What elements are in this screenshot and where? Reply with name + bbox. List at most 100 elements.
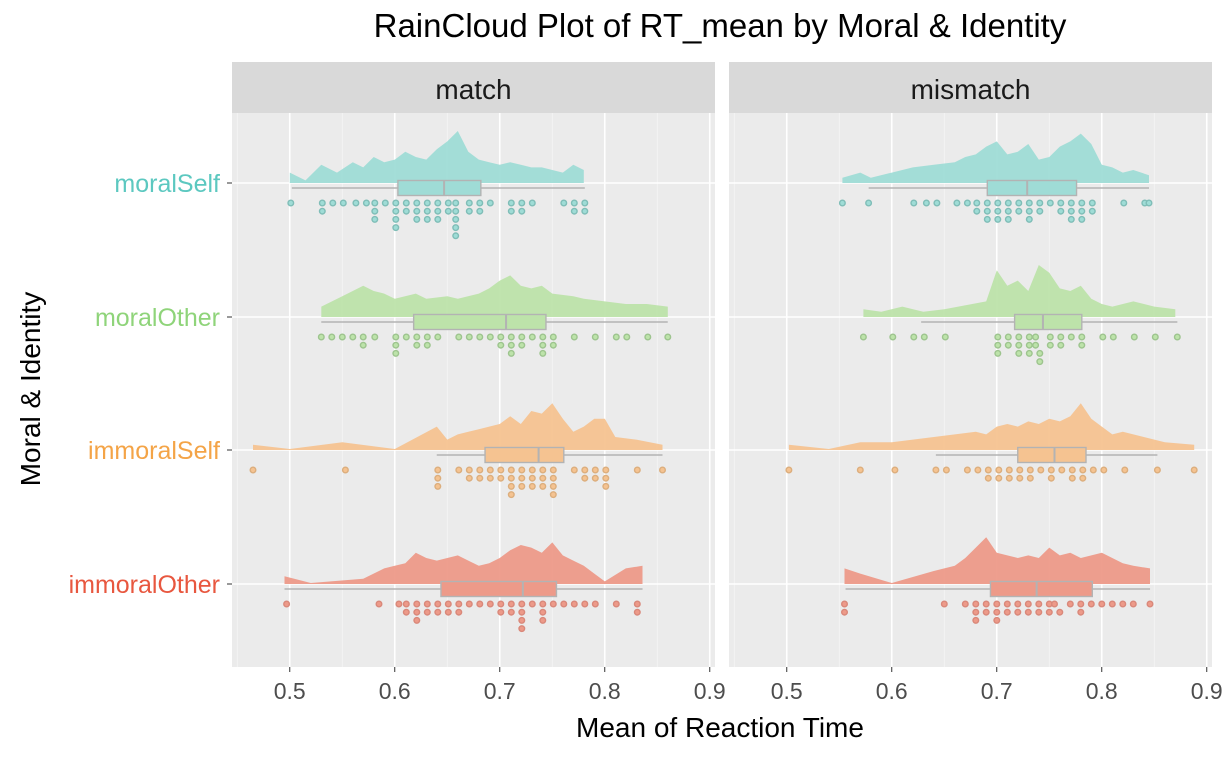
data-point — [371, 207, 379, 215]
data-point — [1036, 358, 1044, 366]
data-point — [1047, 466, 1055, 474]
data-point — [444, 207, 452, 215]
data-point — [434, 207, 442, 215]
data-point — [1078, 199, 1086, 207]
data-point — [539, 600, 547, 608]
series-mismatch-moralOther — [859, 265, 1181, 366]
series-mismatch-immoralSelf — [785, 403, 1198, 482]
data-point — [920, 333, 928, 341]
data-point — [392, 333, 400, 341]
data-point — [486, 600, 494, 608]
data-point — [889, 333, 897, 341]
data-point — [1015, 207, 1023, 215]
data-point — [497, 466, 505, 474]
data-point — [984, 466, 992, 474]
data-point — [633, 466, 641, 474]
data-point — [983, 207, 991, 215]
data-point — [1025, 333, 1033, 341]
data-point — [402, 207, 410, 215]
data-point — [455, 608, 463, 616]
data-point — [1032, 333, 1040, 341]
data-point — [984, 474, 992, 482]
data-point — [1025, 349, 1033, 357]
data-point — [1016, 466, 1024, 474]
data-point — [994, 349, 1002, 357]
data-point — [486, 466, 494, 474]
data-point — [1109, 333, 1117, 341]
data-point — [434, 215, 442, 223]
data-point — [570, 207, 578, 215]
data-point — [539, 482, 547, 490]
cloud-moralOther — [863, 265, 1176, 317]
strip-match — [232, 62, 715, 113]
data-point — [1026, 474, 1034, 482]
data-point — [1078, 207, 1086, 215]
data-point — [455, 333, 463, 341]
cloud-immoralOther — [844, 537, 1150, 584]
data-point — [528, 600, 536, 608]
data-point — [486, 199, 494, 207]
data-point — [362, 199, 370, 207]
x-axis-title: Mean of Reaction Time — [576, 712, 864, 743]
data-point — [570, 600, 578, 608]
data-point — [1121, 466, 1129, 474]
data-point — [413, 608, 421, 616]
data-point — [518, 207, 526, 215]
data-point — [994, 333, 1002, 341]
data-point — [518, 600, 526, 608]
data-point — [465, 466, 473, 474]
data-point — [623, 333, 631, 341]
x-tick-label: 0.7 — [981, 678, 1013, 704]
data-point — [539, 616, 547, 624]
data-point — [612, 600, 620, 608]
data-point — [891, 466, 899, 474]
data-point — [434, 482, 442, 490]
data-point — [539, 341, 547, 349]
data-point — [434, 600, 442, 608]
data-point — [1036, 207, 1044, 215]
data-point — [1024, 608, 1032, 616]
data-point — [591, 466, 599, 474]
data-point — [392, 349, 400, 357]
data-point — [1146, 600, 1154, 608]
data-point — [423, 608, 431, 616]
data-point — [612, 333, 620, 341]
data-point — [539, 333, 547, 341]
data-point — [910, 333, 918, 341]
data-point — [1003, 600, 1011, 608]
data-point — [1100, 466, 1108, 474]
data-point — [1014, 600, 1022, 608]
data-point — [1058, 466, 1066, 474]
cloud-immoralSelf — [788, 403, 1195, 450]
data-point — [1005, 466, 1013, 474]
data-point — [602, 482, 610, 490]
data-point — [518, 616, 526, 624]
data-point — [560, 199, 568, 207]
data-point — [1078, 333, 1086, 341]
data-point — [570, 333, 578, 341]
x-tick-label: 0.9 — [1191, 678, 1223, 704]
data-point — [549, 482, 557, 490]
data-point — [994, 215, 1002, 223]
data-point — [359, 333, 367, 341]
data-point — [402, 333, 410, 341]
data-point — [338, 333, 346, 341]
data-point — [392, 199, 400, 207]
data-point — [1026, 466, 1034, 474]
data-point — [983, 215, 991, 223]
data-point — [1004, 207, 1012, 215]
y-axis-title: Moral & Identity — [15, 292, 46, 487]
data-point — [423, 199, 431, 207]
data-point — [507, 491, 515, 499]
data-point — [434, 474, 442, 482]
data-point — [528, 333, 536, 341]
data-point — [549, 491, 557, 499]
data-point — [659, 466, 667, 474]
chart-title: RainCloud Plot of RT_mean by Moral & Ide… — [374, 7, 1067, 44]
data-point — [1067, 199, 1075, 207]
box-moralOther — [1013, 313, 1083, 331]
data-point — [1077, 600, 1085, 608]
data-point — [633, 608, 641, 616]
data-point — [591, 333, 599, 341]
data-point — [1056, 608, 1064, 616]
